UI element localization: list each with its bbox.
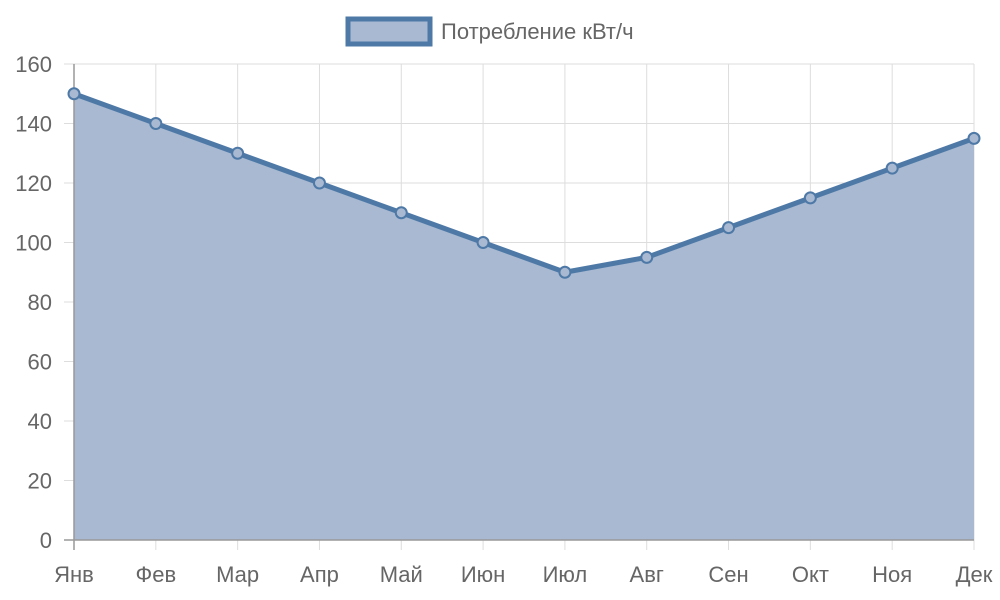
- data-point[interactable]: [558, 265, 572, 279]
- axes: [64, 64, 974, 550]
- y-tick-label: 40: [28, 409, 52, 434]
- y-axis-ticks: 0 20 40 60 80 100 120 140 160: [15, 52, 52, 553]
- x-tick-label: Июн: [461, 562, 505, 587]
- data-point[interactable]: [149, 117, 163, 130]
- x-tick-label: Дек: [956, 562, 993, 587]
- legend[interactable]: Потребление кВт/ч: [345, 16, 634, 47]
- series-line: [71, 91, 977, 275]
- data-point[interactable]: [803, 191, 817, 205]
- legend-swatch: [345, 16, 433, 47]
- x-tick-label: Июл: [543, 562, 588, 587]
- y-tick-label: 100: [15, 231, 52, 256]
- x-tick-label: Апр: [300, 562, 339, 587]
- area-layer: [71, 91, 977, 540]
- y-tick-label: 0: [40, 528, 52, 553]
- y-tick-label: 20: [28, 469, 52, 494]
- legend-label: Потребление кВт/ч: [441, 19, 634, 44]
- data-point[interactable]: [67, 87, 81, 101]
- y-tick-label: 80: [28, 290, 52, 315]
- series-area-fill: [74, 93, 974, 540]
- data-point[interactable]: [312, 176, 326, 190]
- x-tick-label: Фев: [135, 562, 176, 587]
- x-tick-label: Авг: [630, 562, 664, 587]
- x-tick-label: Ноя: [872, 562, 912, 587]
- data-point[interactable]: [231, 146, 245, 160]
- data-point[interactable]: [640, 250, 654, 264]
- data-point[interactable]: [394, 206, 408, 220]
- x-tick-label: Окт: [792, 562, 829, 587]
- x-tick-label: Янв: [54, 562, 94, 587]
- y-tick-label: 60: [28, 350, 52, 375]
- y-tick-label: 160: [15, 52, 52, 77]
- data-point[interactable]: [967, 131, 981, 145]
- x-axis-ticks: Янв Фев Мар Апр Май Июн Июл Авг Сен Окт Ноя Дек: [54, 562, 993, 587]
- x-tick-label: Сен: [708, 562, 748, 587]
- data-points: [67, 87, 981, 279]
- data-point[interactable]: [476, 236, 490, 249]
- x-tick-label: Мар: [216, 562, 259, 587]
- x-tick-label: Май: [380, 562, 423, 587]
- data-point[interactable]: [885, 161, 899, 175]
- y-tick-label: 120: [15, 171, 52, 196]
- data-point[interactable]: [722, 221, 736, 235]
- y-tick-label: 140: [15, 112, 52, 137]
